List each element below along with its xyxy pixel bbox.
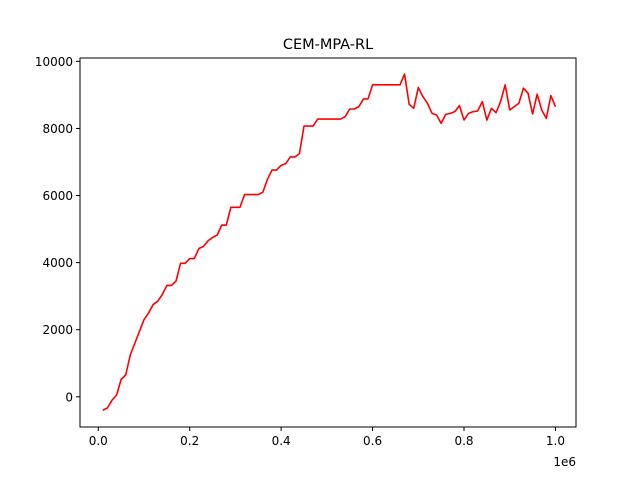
series-line-0 — [102, 73, 557, 411]
x-tick-label: 0.4 — [272, 434, 291, 448]
y-tick-label: 8000 — [42, 122, 73, 136]
y-tick-label: 0 — [65, 390, 73, 404]
y-tick-label: 6000 — [42, 189, 73, 203]
plot-frame — [79, 57, 577, 428]
x-tick-label: 0.6 — [363, 434, 382, 448]
y-tick-label: 4000 — [42, 256, 73, 270]
x-offset-label: 1e6 — [553, 455, 576, 469]
y-tick-label: 10000 — [35, 55, 73, 69]
x-tick-label: 0.0 — [89, 434, 108, 448]
chart-title: CEM-MPA-RL — [283, 37, 373, 53]
y-tick-label: 2000 — [42, 323, 73, 337]
x-tick-label: 0.2 — [180, 434, 199, 448]
x-tick-label: 1.0 — [546, 434, 565, 448]
x-tick-label: 0.8 — [454, 434, 473, 448]
